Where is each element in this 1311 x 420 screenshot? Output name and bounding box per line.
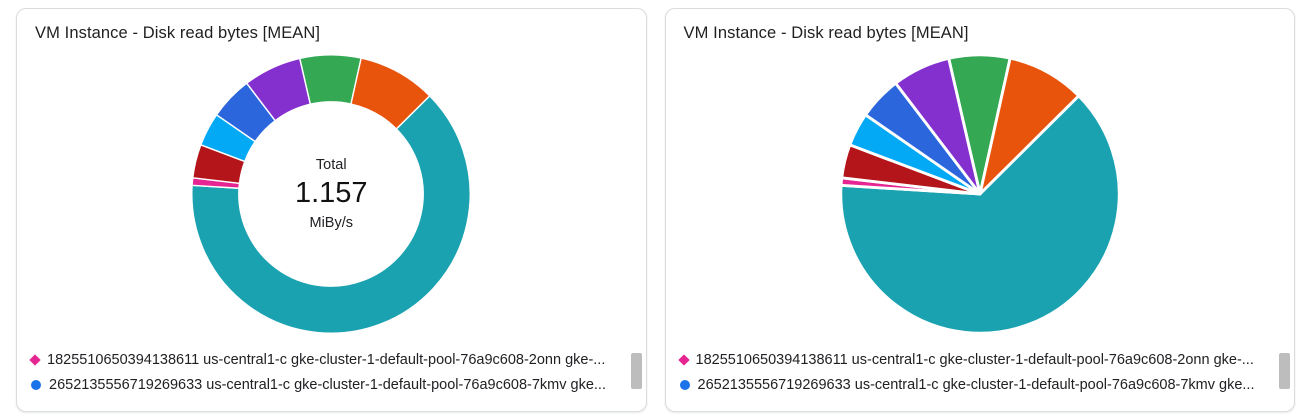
pie-chart[interactable] xyxy=(836,50,1124,338)
legend-label: 1825510650394138611 us-central1-c gke-cl… xyxy=(695,351,1254,368)
chart-slice[interactable] xyxy=(978,56,1080,196)
widget-title: VM Instance - Disk read bytes [MEAN] xyxy=(35,24,321,42)
legend-scrollbar-thumb[interactable] xyxy=(1279,353,1290,389)
series-diamond-icon xyxy=(677,353,690,366)
legend: 1825510650394138611 us-central1-c gke-cl… xyxy=(17,343,646,405)
donut-chart[interactable] xyxy=(187,50,475,338)
legend-item[interactable]: 1825510650394138611 us-central1-c gke-cl… xyxy=(677,347,1269,372)
legend-item[interactable]: 2652135556719269633 us-central1-c gke-cl… xyxy=(31,372,620,397)
series-circle-icon xyxy=(679,379,690,390)
widget-disk-read-pie: VM Instance - Disk read bytes [MEAN] 182… xyxy=(664,8,1295,412)
donut-chart-area: Total 1.157 MiBy/s xyxy=(17,45,646,343)
legend-item[interactable]: 1825510650394138611 us-central1-c gke-cl… xyxy=(29,347,620,372)
legend-scrollbar-thumb[interactable] xyxy=(630,353,642,389)
legend-label: 2652135556719269633 us-central1-c gke-cl… xyxy=(697,376,1255,393)
chart-slice[interactable] xyxy=(191,95,472,334)
chart-slice[interactable] xyxy=(894,56,982,196)
widget-title: VM Instance - Disk read bytes [MEAN] xyxy=(683,24,969,42)
legend-label: 2652135556719269633 us-central1-c gke-cl… xyxy=(49,376,606,393)
chart-slice[interactable] xyxy=(246,57,312,122)
legend-label: 1825510650394138611 us-central1-c gke-cl… xyxy=(47,351,606,368)
widget-disk-read-donut: VM Instance - Disk read bytes [MEAN] Tot… xyxy=(16,8,647,412)
legend-item[interactable]: 2652135556719269633 us-central1-c gke-cl… xyxy=(679,372,1269,397)
pie-chart-area xyxy=(666,45,1295,343)
chart-slice[interactable] xyxy=(839,94,1121,335)
series-diamond-icon xyxy=(29,353,41,366)
series-circle-icon xyxy=(31,379,41,390)
legend: 1825510650394138611 us-central1-c gke-cl… xyxy=(666,343,1295,405)
